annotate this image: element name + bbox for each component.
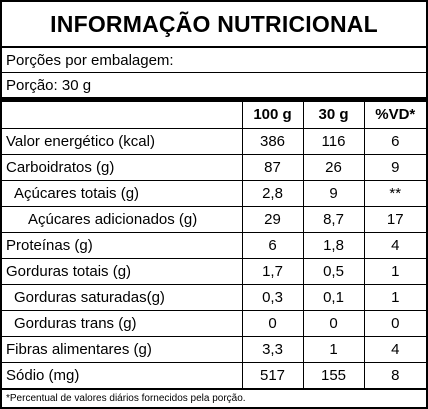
nutrient-name: Açúcares totais (g) xyxy=(2,179,243,207)
value-per-100g: 6 xyxy=(241,231,304,259)
value-per-30g: 8,7 xyxy=(302,205,365,233)
value-daily: 0 xyxy=(363,309,426,337)
value-per-30g: 9 xyxy=(302,179,365,207)
header-per-30g: 30 g xyxy=(302,102,365,129)
table-row: Gorduras totais (g) 1,7 0,5 1 xyxy=(2,257,426,285)
header-blank xyxy=(2,102,243,129)
value-per-100g: 87 xyxy=(241,153,304,181)
table-row: Sódio (mg) 517 155 8 xyxy=(2,361,426,388)
value-per-30g: 1,8 xyxy=(302,231,365,259)
value-per-100g: 2,8 xyxy=(241,179,304,207)
table-row: Açúcares totais (g) 2,8 9 ** xyxy=(2,179,426,207)
value-per-100g: 3,3 xyxy=(241,335,304,363)
value-daily: 4 xyxy=(363,231,426,259)
value-daily: 9 xyxy=(363,153,426,181)
value-per-100g: 1,7 xyxy=(241,257,304,285)
header-per-100g: 100 g xyxy=(241,102,304,129)
nutrient-name: Gorduras totais (g) xyxy=(2,257,243,285)
nutrient-name: Valor energético (kcal) xyxy=(2,127,243,155)
table-header-row: 100 g 30 g %VD* xyxy=(2,102,426,129)
value-daily: ** xyxy=(363,179,426,207)
nutrient-name: Gorduras trans (g) xyxy=(2,309,243,337)
thick-divider xyxy=(2,97,426,102)
nutrient-name: Fibras alimentares (g) xyxy=(2,335,243,363)
value-daily: 4 xyxy=(363,335,426,363)
value-per-30g: 0,5 xyxy=(302,257,365,285)
value-daily: 1 xyxy=(363,257,426,285)
nutrient-name: Gorduras saturadas(g) xyxy=(2,283,243,311)
table-row: Proteínas (g) 6 1,8 4 xyxy=(2,231,426,259)
value-daily: 8 xyxy=(363,361,426,388)
table-row: Fibras alimentares (g) 3,3 1 4 xyxy=(2,335,426,363)
servings-per-package: Porções por embalagem: xyxy=(2,48,426,73)
nutrition-table: 100 g 30 g %VD* Valor energético (kcal) … xyxy=(2,102,426,388)
value-daily: 1 xyxy=(363,283,426,311)
value-per-30g: 155 xyxy=(302,361,365,388)
value-per-100g: 0,3 xyxy=(241,283,304,311)
nutrient-name: Proteínas (g) xyxy=(2,231,243,259)
table-row: Gorduras trans (g) 0 0 0 xyxy=(2,309,426,337)
table-row: Açúcares adicionados (g) 29 8,7 17 xyxy=(2,205,426,233)
value-per-30g: 0 xyxy=(302,309,365,337)
value-per-30g: 26 xyxy=(302,153,365,181)
value-per-100g: 0 xyxy=(241,309,304,337)
nutrient-name: Carboidratos (g) xyxy=(2,153,243,181)
value-per-100g: 29 xyxy=(241,205,304,233)
header-daily-value: %VD* xyxy=(363,102,426,129)
value-per-30g: 1 xyxy=(302,335,365,363)
value-daily: 6 xyxy=(363,127,426,155)
nutrient-name: Sódio (mg) xyxy=(2,361,243,388)
label-title: INFORMAÇÃO NUTRICIONAL xyxy=(2,2,426,48)
nutrient-name: Açúcares adicionados (g) xyxy=(2,205,243,233)
serving-size: Porção: 30 g xyxy=(6,77,92,94)
table-row: Valor energético (kcal) 386 116 6 xyxy=(2,127,426,155)
footnote: *Percentual de valores diários fornecido… xyxy=(6,393,246,404)
value-per-30g: 0,1 xyxy=(302,283,365,311)
bottom-divider xyxy=(2,388,426,390)
value-per-30g: 116 xyxy=(302,127,365,155)
value-per-100g: 386 xyxy=(241,127,304,155)
table-row: Carboidratos (g) 87 26 9 xyxy=(2,153,426,181)
value-per-100g: 517 xyxy=(241,361,304,388)
table-row: Gorduras saturadas(g) 0,3 0,1 1 xyxy=(2,283,426,311)
value-daily: 17 xyxy=(363,205,426,233)
